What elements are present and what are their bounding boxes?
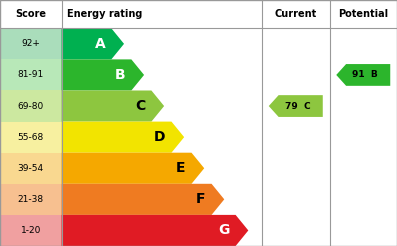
Bar	[0, 153, 62, 184]
Text: 55-68: 55-68	[17, 133, 44, 142]
Polygon shape	[62, 91, 164, 122]
Bar	[0, 59, 62, 91]
Text: 39-54: 39-54	[18, 164, 44, 173]
Polygon shape	[62, 122, 184, 153]
Bar	[0, 184, 62, 215]
Text: Energy rating: Energy rating	[67, 9, 143, 19]
Text: 1-20: 1-20	[21, 226, 41, 235]
Bar	[0, 122, 62, 153]
Text: G: G	[218, 223, 229, 237]
Polygon shape	[62, 215, 249, 246]
Text: 92+: 92+	[21, 39, 40, 48]
Text: Current: Current	[275, 9, 317, 19]
Polygon shape	[62, 28, 124, 59]
Text: 69-80: 69-80	[17, 102, 44, 110]
Polygon shape	[62, 59, 144, 91]
Text: 79  C: 79 C	[285, 102, 310, 110]
Bar	[0, 28, 62, 59]
Text: B: B	[115, 68, 125, 82]
Polygon shape	[62, 184, 224, 215]
Polygon shape	[269, 95, 323, 117]
Text: Score: Score	[15, 9, 46, 19]
Bar	[0, 215, 62, 246]
Text: 91  B: 91 B	[353, 70, 378, 79]
Text: 81-91: 81-91	[17, 70, 44, 79]
Polygon shape	[336, 64, 390, 86]
Text: C: C	[135, 99, 145, 113]
Polygon shape	[62, 153, 204, 184]
Text: 21-38: 21-38	[18, 195, 44, 204]
Bar	[0, 91, 62, 122]
Text: Potential: Potential	[338, 9, 388, 19]
Text: A: A	[94, 37, 105, 51]
Text: D: D	[154, 130, 166, 144]
Text: E: E	[176, 161, 185, 175]
Text: F: F	[196, 192, 206, 206]
